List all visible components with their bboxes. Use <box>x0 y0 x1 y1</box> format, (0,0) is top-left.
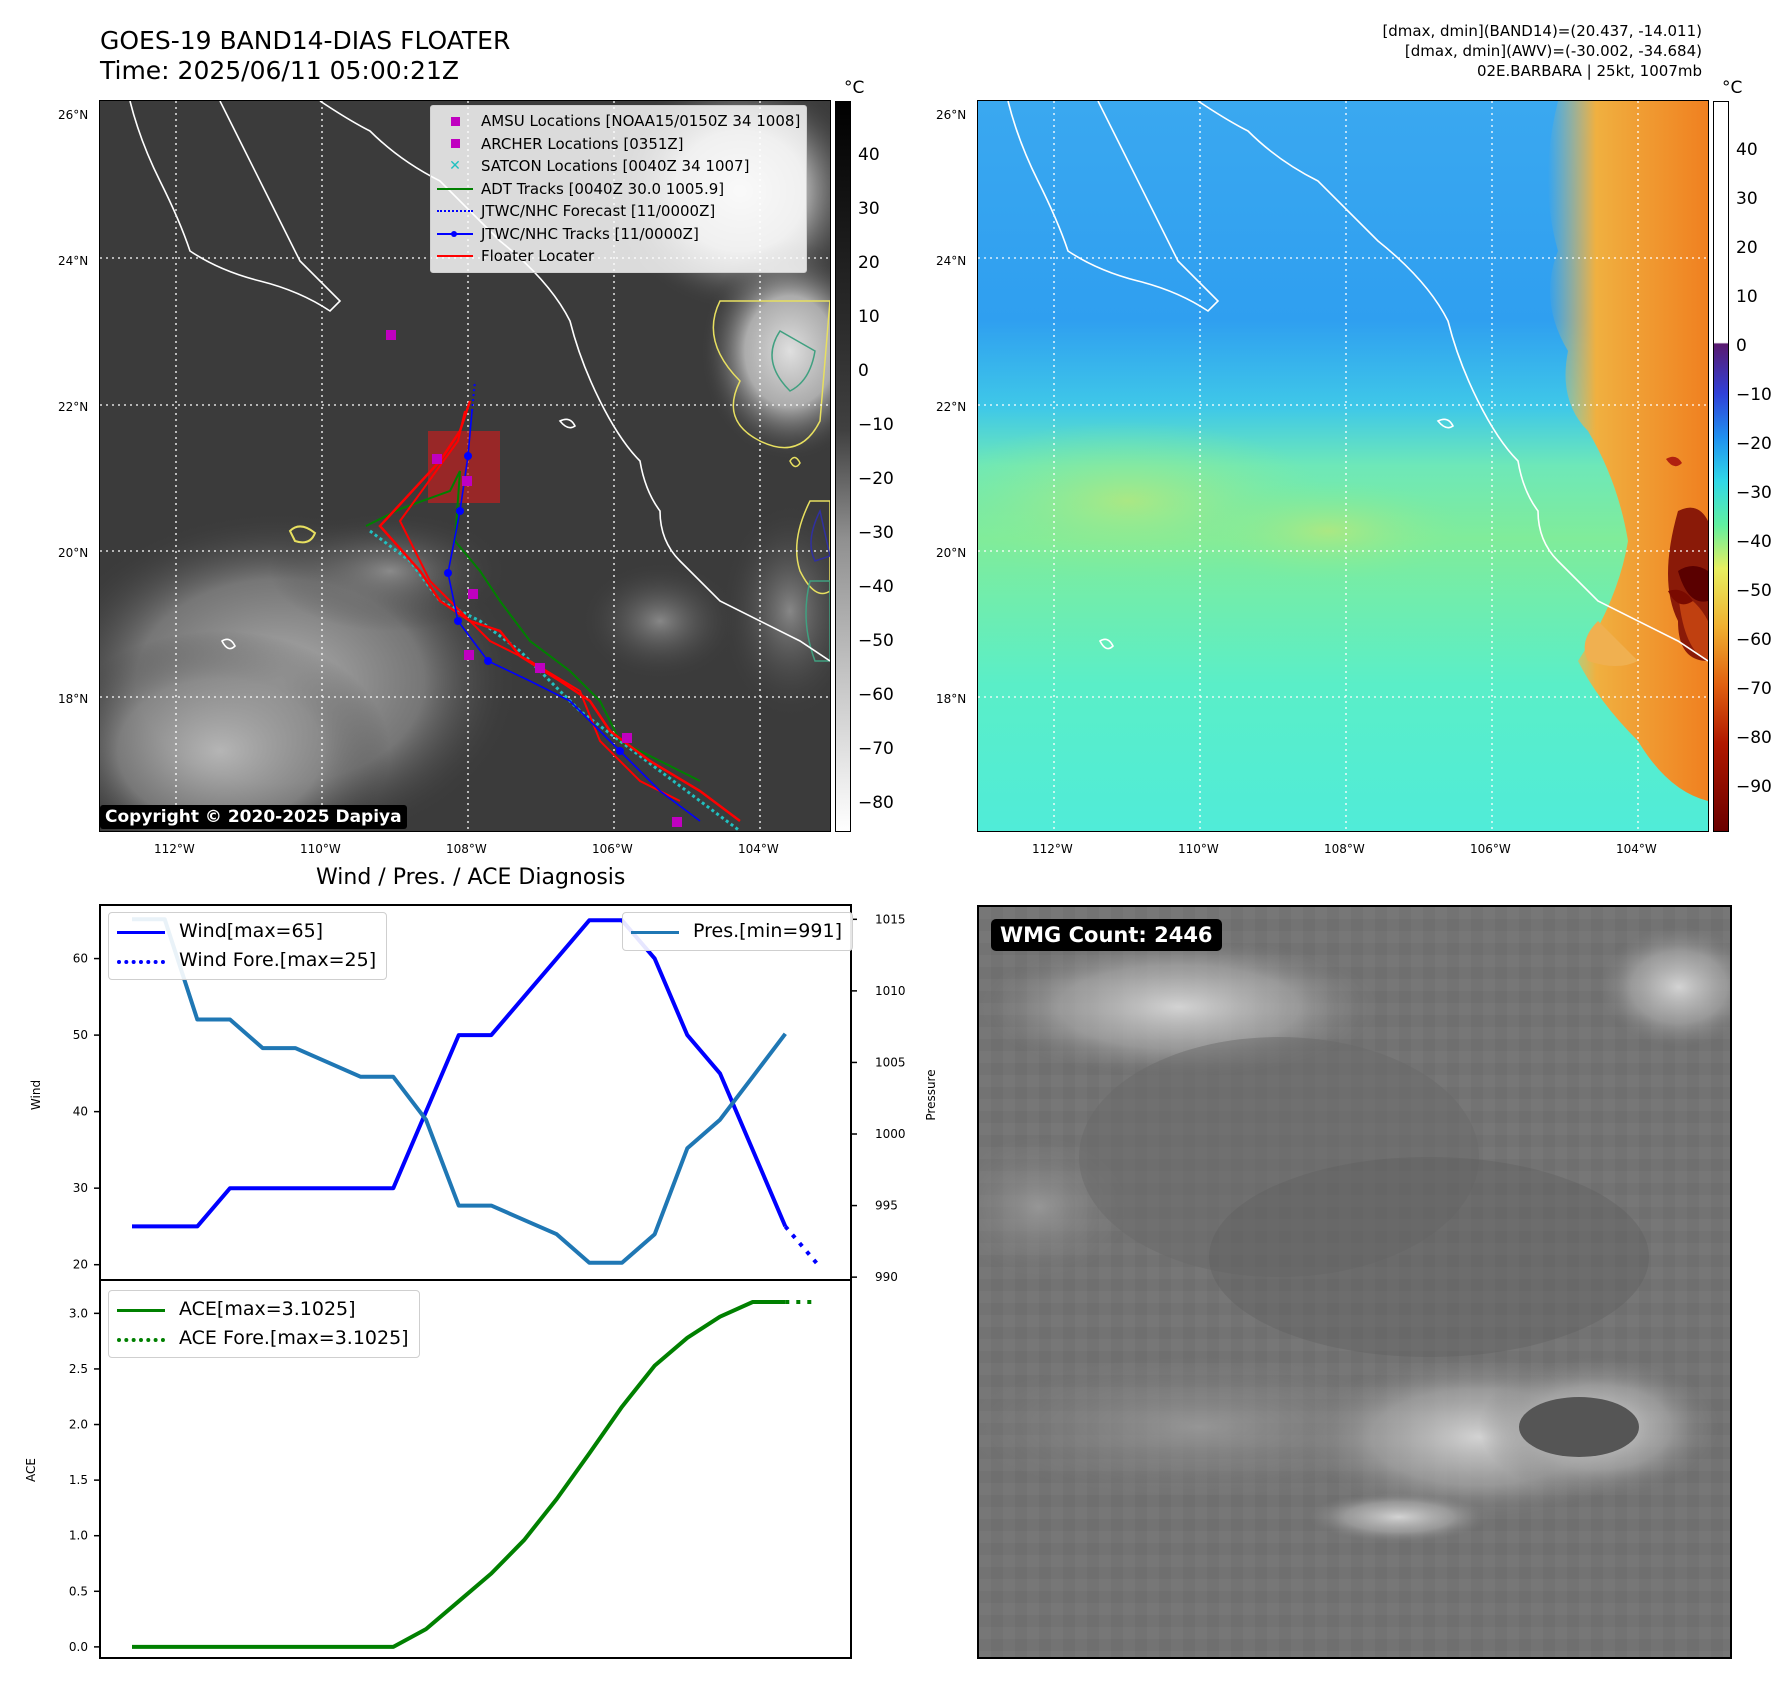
wind-ytick-label: 30 <box>73 1181 88 1195</box>
ir-colorbar <box>835 101 851 832</box>
ace-ytick-label: 1.0 <box>69 1529 88 1543</box>
lat-label: 24°N <box>936 254 967 268</box>
lat-label: 20°N <box>936 546 967 560</box>
wmg-panel: WMG Count: 2446 <box>977 905 1732 1659</box>
pressure-ytick-label: 990 <box>875 1270 898 1284</box>
ace-ytick-label: 2.5 <box>69 1362 88 1376</box>
lat-label: 22°N <box>58 400 89 414</box>
series-line <box>783 1225 820 1266</box>
ace-ytick-label: 2.0 <box>69 1418 88 1432</box>
wmg-image <box>979 907 1730 1657</box>
pressure-ytick-label: 995 <box>875 1199 898 1213</box>
lat-label: 22°N <box>936 400 967 414</box>
pressure-legend: Pres.[min=991] <box>622 912 853 951</box>
legend-ace-forecast: ACE Fore.[max=3.1025] <box>117 1324 409 1353</box>
legend-jtwc-tracks: JTWC/NHC Tracks [11/0000Z] <box>435 223 800 246</box>
diagnosis-title: Wind / Pres. / ACE Diagnosis <box>316 865 626 890</box>
legend-archer: ARCHER Locations [0351Z] <box>435 133 800 156</box>
lon-label: 110°W <box>300 842 341 856</box>
series-line <box>132 918 788 1229</box>
pressure-ylabel: Pressure <box>924 1069 938 1120</box>
legend-satcon: ✕ SATCON Locations [0040Z 34 1007] <box>449 157 750 175</box>
legend-adt: ADT Tracks [0040Z 30.0 1005.9] <box>435 178 800 201</box>
band14-range: [dmax, dmin](BAND14)=(20.437, -14.011) <box>1382 22 1702 40</box>
pressure-ytick-label: 1010 <box>875 984 906 998</box>
lon-label: 112°W <box>1032 842 1073 856</box>
lat-label: 26°N <box>58 108 89 122</box>
lon-label: 104°W <box>1616 842 1657 856</box>
diagnosis-chart: 20 30 40 50 60 990 995 1000 1005 1010 1015 0.0 0.5… <box>24 904 938 1659</box>
lat-label: 18°N <box>58 692 89 706</box>
pressure-ytick-label: 1015 <box>875 912 906 926</box>
lon-label: 112°W <box>154 842 195 856</box>
ir-map-panel: AMSU Locations [NOAA15/0150Z 34 1008] AR… <box>100 101 830 831</box>
ace-legend: ACE[max=3.1025] ACE Fore.[max=3.1025] <box>108 1290 420 1358</box>
pressure-ytick-label: 1000 <box>875 1127 906 1141</box>
legend-wind: Wind[max=65] <box>117 917 376 946</box>
wind-ytick-label: 60 <box>73 952 88 966</box>
lon-label: 104°W <box>738 842 779 856</box>
ace-ytick-label: 1.5 <box>69 1473 88 1487</box>
lat-label: 24°N <box>58 254 89 268</box>
awv-map-image <box>978 101 1708 831</box>
legend-floater: Floater Locater <box>435 245 800 268</box>
figure-title: GOES-19 BAND14-DIAS FLOATER <box>100 26 511 55</box>
wmg-count-badge: WMG Count: 2446 <box>991 919 1222 951</box>
lon-label: 106°W <box>592 842 633 856</box>
series-line <box>132 1300 786 1649</box>
map-legend: AMSU Locations [NOAA15/0150Z 34 1008] AR… <box>430 105 808 273</box>
wind-ytick-label: 50 <box>73 1028 88 1042</box>
awv-colorbar-unit: °C <box>1722 78 1743 98</box>
wind-ylabel: Wind <box>29 1080 43 1110</box>
lon-label: 108°W <box>446 842 487 856</box>
ace-axes-frame <box>99 1279 852 1659</box>
legend-ace: ACE[max=3.1025] <box>117 1295 409 1324</box>
wind-ytick-label: 40 <box>73 1105 88 1119</box>
wind-legend: Wind[max=65] Wind Fore.[max=25] <box>108 912 388 980</box>
legend-amsu: AMSU Locations [NOAA15/0150Z 34 1008] <box>435 110 800 133</box>
legend-jtwc-forecast: JTWC/NHC Forecast [11/0000Z] <box>435 200 800 223</box>
wind-ytick-label: 20 <box>73 1258 88 1272</box>
series-line <box>132 917 787 1265</box>
legend-wind-forecast: Wind Fore.[max=25] <box>117 946 376 975</box>
ace-ylabel: ACE <box>24 1458 38 1482</box>
lat-label: 18°N <box>936 692 967 706</box>
lon-label: 110°W <box>1178 842 1219 856</box>
copyright-label: Copyright © 2020-2025 Dapiya <box>100 805 407 829</box>
lat-label: 20°N <box>58 546 89 560</box>
storm-info: 02E.BARBARA | 25kt, 1007mb <box>1476 62 1702 80</box>
figure-time: Time: 2025/06/11 05:00:21Z <box>100 56 459 85</box>
pressure-ytick-label: 1005 <box>875 1055 906 1069</box>
ace-ytick-label: 0.0 <box>69 1640 88 1654</box>
awv-range: [dmax, dmin](AWV)=(-30.002, -34.684) <box>1404 42 1702 60</box>
ir-colorbar-unit: °C <box>844 78 865 98</box>
ace-ytick-label: 3.0 <box>69 1306 88 1320</box>
legend-pressure: Pres.[min=991] <box>631 917 842 946</box>
lon-label: 108°W <box>1324 842 1365 856</box>
ace-ytick-label: 0.5 <box>69 1584 88 1598</box>
lat-label: 26°N <box>936 108 967 122</box>
awv-colorbar <box>1713 101 1729 832</box>
awv-map-panel <box>978 101 1708 831</box>
lon-label: 106°W <box>1470 842 1511 856</box>
